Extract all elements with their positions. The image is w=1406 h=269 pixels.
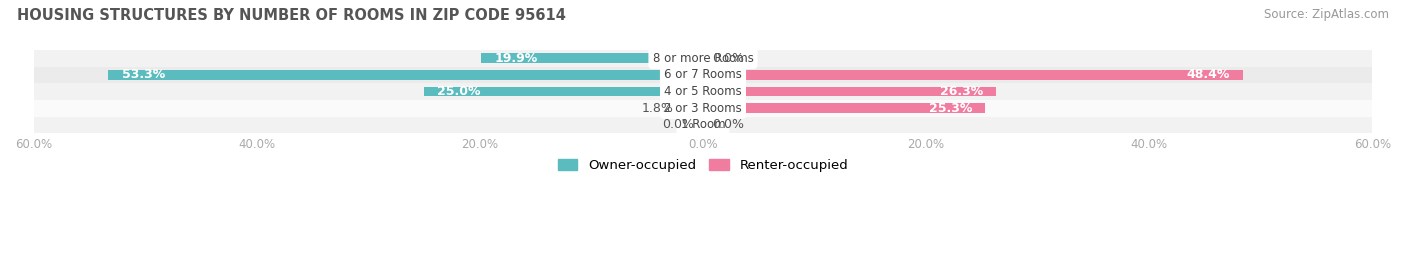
Text: 6 or 7 Rooms: 6 or 7 Rooms <box>664 68 742 82</box>
Text: 25.3%: 25.3% <box>928 102 972 115</box>
Text: Source: ZipAtlas.com: Source: ZipAtlas.com <box>1264 8 1389 21</box>
Text: 2 or 3 Rooms: 2 or 3 Rooms <box>664 102 742 115</box>
Bar <box>34 100 1372 116</box>
Bar <box>425 87 703 96</box>
Bar <box>34 116 1372 133</box>
Text: 1 Room: 1 Room <box>681 118 725 131</box>
Text: 19.9%: 19.9% <box>495 52 537 65</box>
Bar <box>703 87 997 96</box>
Text: 48.4%: 48.4% <box>1187 68 1230 82</box>
Text: 8 or more Rooms: 8 or more Rooms <box>652 52 754 65</box>
Legend: Owner-occupied, Renter-occupied: Owner-occupied, Renter-occupied <box>558 160 848 172</box>
Text: 26.3%: 26.3% <box>939 85 983 98</box>
Bar <box>34 50 1372 67</box>
Bar <box>703 103 986 113</box>
Text: 4 or 5 Rooms: 4 or 5 Rooms <box>664 85 742 98</box>
Text: 1.8%: 1.8% <box>643 102 673 115</box>
Bar <box>108 70 703 80</box>
Bar <box>481 54 703 63</box>
Text: 0.0%: 0.0% <box>711 52 744 65</box>
Text: 0.0%: 0.0% <box>711 118 744 131</box>
Text: HOUSING STRUCTURES BY NUMBER OF ROOMS IN ZIP CODE 95614: HOUSING STRUCTURES BY NUMBER OF ROOMS IN… <box>17 8 565 23</box>
Bar <box>703 70 1243 80</box>
Bar <box>34 83 1372 100</box>
Text: 25.0%: 25.0% <box>437 85 481 98</box>
Bar <box>683 103 703 113</box>
Bar <box>34 67 1372 83</box>
Text: 53.3%: 53.3% <box>122 68 165 82</box>
Text: 0.0%: 0.0% <box>662 118 695 131</box>
